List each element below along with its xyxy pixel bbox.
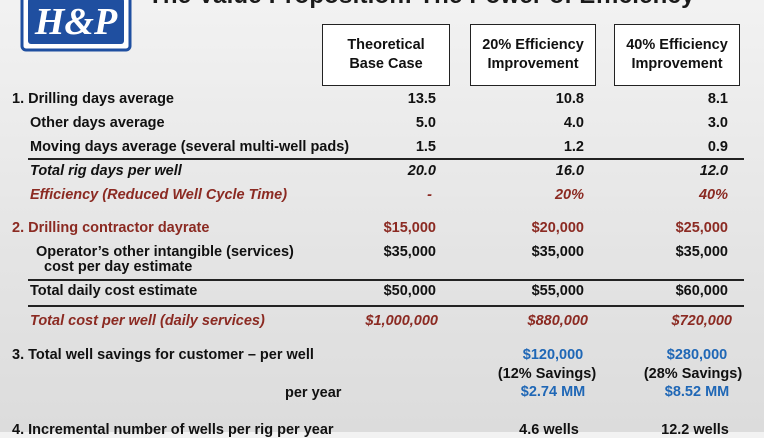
daily-cost-40: $60,000 [675,283,728,299]
savings-year-20: $2.74 MM [520,384,586,400]
other-intangible-label-line2: cost per day estimate [44,259,193,275]
savings-pct-20: (12% Savings) [497,366,597,382]
cost-per-well-label: Total cost per well (daily services) [30,313,265,329]
drilling-days-20: 10.8 [555,91,584,107]
total-rig-days-40: 12.0 [699,163,728,179]
savings-year-label: per year [285,385,342,401]
other-intangible-40: $35,000 [675,244,728,260]
other-intangible-20: $35,000 [531,244,584,260]
moving-days-20: 1.2 [563,139,584,155]
header-20-efficiency: 20% Efficiency Improvement [470,24,596,86]
dayrate-base: $15,000 [383,220,436,236]
savings-pct-40: (28% Savings) [643,366,743,382]
logo-text: H&P [34,1,118,43]
other-intangible-label-line1: Operator’s other intangible (services) [36,244,294,260]
other-days-base: 5.0 [415,115,436,131]
divider-rig-days [28,158,744,160]
efficiency-label: Efficiency (Reduced Well Cycle Time) [30,187,288,203]
savings-year-40: $8.52 MM [664,384,730,400]
other-intangible-base: $35,000 [383,244,436,260]
cost-per-well-40: $720,000 [671,313,732,329]
moving-days-label: Moving days average (several multi-well … [30,139,350,155]
dayrate-label: 2. Drilling contractor dayrate [12,220,210,236]
dayrate-20: $20,000 [531,220,584,236]
divider-cost-per-well [28,305,744,307]
daily-cost-20: $55,000 [531,283,584,299]
header-40-line1: 40% Efficiency [626,37,728,53]
header-base-line1: Theoretical [347,37,425,53]
header-20-line1: 20% Efficiency [482,37,584,53]
drilling-days-40: 8.1 [707,91,728,107]
other-days-40: 3.0 [707,115,728,131]
incremental-wells-40: 12.2 wells [661,422,729,438]
efficiency-20: 20% [554,187,584,203]
moving-days-40: 0.9 [707,139,728,155]
daily-cost-label: Total daily cost estimate [30,283,198,299]
efficiency-40: 40% [698,187,728,203]
page-title: The Value Proposition: The Power of Effi… [148,0,695,10]
total-rig-days-label: Total rig days per well [30,163,182,179]
other-days-label: Other days average [30,115,165,131]
header-40-line2: Improvement [631,56,723,72]
total-rig-days-20: 16.0 [555,163,584,179]
savings-well-label: 3. Total well savings for customer – per… [12,347,314,363]
other-days-20: 4.0 [563,115,584,131]
header-40-efficiency: 40% Efficiency Improvement [614,24,740,86]
drilling-days-base: 13.5 [407,91,436,107]
savings-well-20: $120,000 [522,347,584,363]
drilling-days-label: 1. Drilling days average [12,91,174,107]
header-base-case: Theoretical Base Case [322,24,450,86]
incremental-wells-label: 4. Incremental number of wells per rig p… [12,422,334,438]
incremental-wells-20: 4.6 wells [519,422,579,438]
company-logo-icon: H&P [20,0,132,52]
moving-days-base: 1.5 [415,139,436,155]
dayrate-40: $25,000 [675,220,728,236]
savings-well-40: $280,000 [666,347,728,363]
total-rig-days-base: 20.0 [407,163,436,179]
cost-per-well-20: $880,000 [527,313,588,329]
divider-daily-cost [28,279,744,281]
header-base-line2: Base Case [349,56,423,72]
efficiency-base: - [427,187,432,203]
header-20-line2: Improvement [487,56,579,72]
daily-cost-base: $50,000 [383,283,436,299]
cost-per-well-base: $1,000,000 [365,313,438,329]
